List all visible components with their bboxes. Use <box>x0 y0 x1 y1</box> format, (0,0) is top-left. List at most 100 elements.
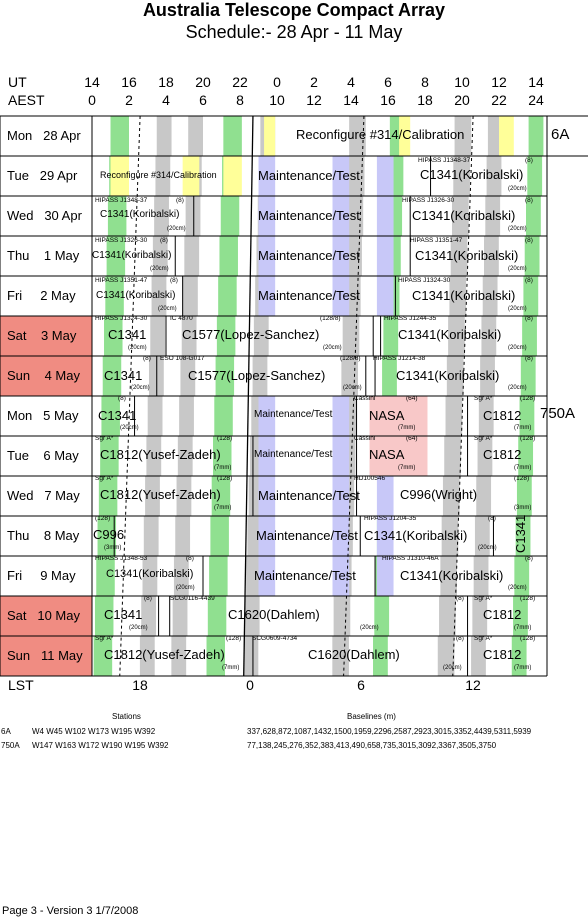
sunrise-band <box>104 316 123 356</box>
source-label: HIPASS J1324-30 <box>95 315 148 322</box>
ut-tick: 12 <box>491 74 507 90</box>
sunrise-band <box>514 556 530 596</box>
maintenance-block <box>376 276 394 316</box>
maintenance-label: Maintenance/Test <box>254 449 333 460</box>
day-label: Wed 30 Apr <box>7 208 82 223</box>
sunset-band <box>206 636 226 676</box>
twilight-band <box>442 476 460 516</box>
twilight-band <box>147 396 163 436</box>
reconfig-block <box>264 116 276 156</box>
sunrise-band <box>101 396 120 436</box>
project-label: C1341(Koribalski) <box>106 568 194 580</box>
weekend-day-cell <box>0 316 92 356</box>
maintenance-label: Maintenance/Test <box>258 288 360 303</box>
config-6a: 6A <box>551 126 570 143</box>
source-label: Sgr A* <box>474 435 493 442</box>
legend-config: 750A <box>1 741 20 750</box>
maintenance-label: Maintenance/Test <box>258 248 360 263</box>
twilight-band <box>145 476 160 516</box>
aest-tick: 24 <box>528 92 544 108</box>
array-label: (8) <box>525 197 533 204</box>
sunrise-band <box>528 116 544 156</box>
band-label: (20cm) <box>131 385 150 391</box>
band-label: (20cm) <box>478 545 497 551</box>
maintenance-block <box>258 556 276 596</box>
source-label: Sgr A* <box>95 635 114 642</box>
sunset-band <box>223 116 242 156</box>
band-label: (20cm) <box>129 625 148 631</box>
band-label: (20cm) <box>508 306 527 312</box>
twilight-band <box>477 436 493 476</box>
array-label: (128) <box>520 435 536 442</box>
band-label: (7mm) <box>214 465 232 471</box>
band-label: (7mm) <box>214 505 232 511</box>
twilight-band <box>478 396 494 436</box>
twilight-band <box>142 556 158 596</box>
array-label: (8) <box>456 635 464 642</box>
day-label: Sun 4 May <box>7 368 80 383</box>
array-label: (8) <box>176 197 184 204</box>
source-label: HIPASS J1326-30 <box>95 237 148 244</box>
twilight-band <box>439 596 456 636</box>
sunrise-band <box>513 596 528 636</box>
twilight-band <box>472 596 488 636</box>
twilight-band <box>444 436 461 476</box>
maintenance-block <box>258 436 276 476</box>
aest-tick: 4 <box>162 92 170 108</box>
project-label: NASA <box>369 447 405 462</box>
twilight-band <box>141 596 157 636</box>
sunrise-band <box>107 196 127 236</box>
weekend-day-cell <box>0 636 92 676</box>
twilight-band <box>253 316 269 356</box>
band-label: (3mm) <box>514 505 532 511</box>
maintenance-block <box>332 556 350 596</box>
sunrise-band <box>110 116 129 156</box>
legend-config: 6A <box>1 727 11 736</box>
twilight-band <box>476 476 492 516</box>
maintenance-block <box>258 156 276 196</box>
maintenance-block <box>332 476 350 516</box>
twilight-band <box>446 356 464 396</box>
day-label: Sun 11 May <box>7 648 83 663</box>
day-label: Wed 7 May <box>7 488 80 503</box>
twilight-band <box>252 356 268 396</box>
project-label: C1341(Koribalski) <box>400 568 504 583</box>
twilight-band <box>345 236 362 276</box>
band-label: (20cm) <box>508 585 527 591</box>
page-subtitle: Schedule:- 28 Apr - 11 May <box>185 22 403 42</box>
twilight-band <box>346 196 364 236</box>
source-label: Sgr A* <box>474 595 493 602</box>
source-label: ESO 108-G017 <box>160 355 205 362</box>
twilight-band <box>349 116 366 156</box>
band-label: (7mm) <box>398 465 416 471</box>
band-label: (7mm) <box>514 425 532 431</box>
array-label: (128/8) <box>340 355 361 362</box>
maintenance-block <box>332 196 350 236</box>
twilight-band <box>185 196 201 236</box>
sunrise-band <box>520 356 536 396</box>
source-label: SCG0116-4439 <box>170 595 215 602</box>
twilight-band <box>452 196 469 236</box>
source-label: Sgr A* <box>95 475 114 482</box>
ut-tick: 2 <box>310 74 318 90</box>
sunrise-band <box>523 276 539 316</box>
day-label: Tue 29 Apr <box>7 168 78 183</box>
ut-tick: 10 <box>454 74 470 90</box>
aest-tick: 10 <box>269 92 285 108</box>
band-label: (20cm) <box>508 266 527 272</box>
sunrise-band <box>98 476 118 516</box>
array-label: (128) <box>520 595 536 602</box>
ut-tick: 20 <box>195 74 211 90</box>
twilight-band <box>450 236 468 276</box>
project-label: C1812(Yusef-Zadeh) <box>100 487 221 502</box>
twilight-band <box>244 596 260 636</box>
sunrise-band <box>94 596 114 636</box>
maintenance-block <box>258 196 276 236</box>
source-label: HIPASS J1244-35 <box>384 315 437 322</box>
project-label: C1341 <box>104 607 143 622</box>
project-label: C1341 <box>104 368 143 383</box>
array-label: (8) <box>144 595 152 602</box>
ut-tick: 6 <box>384 74 392 90</box>
source-label: HIPASS J1324-30 <box>398 277 451 284</box>
day-label: Fri 2 May <box>7 288 76 303</box>
